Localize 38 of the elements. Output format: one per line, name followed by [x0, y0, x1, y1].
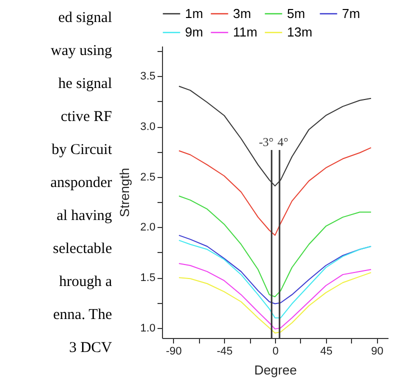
text: hrough a [58, 273, 112, 292]
text: al having [56, 207, 112, 226]
legend-label: 9m [185, 24, 204, 40]
y-axis-title: Strength [117, 168, 132, 218]
text: ansponder [49, 174, 112, 193]
x-tick-label: 45 [320, 346, 332, 358]
ref-line-label: 4° [278, 135, 289, 149]
text: 3 DCV [68, 339, 112, 358]
text: by Circuit [50, 141, 112, 160]
text: ctive RF [60, 108, 112, 127]
text: enna. The [52, 306, 112, 325]
line-series [178, 240, 372, 318]
line-series [178, 196, 372, 298]
line-series [178, 272, 372, 334]
x-tick-label: -45 [216, 346, 233, 358]
y-tick-label: 2.5 [140, 171, 156, 184]
legend-label: 1m [185, 6, 204, 21]
y-tick-label: 1.0 [140, 322, 156, 334]
y-tick-label: 2.0 [140, 222, 156, 234]
y-tick-label: 3.0 [140, 121, 156, 134]
line-series [178, 147, 372, 236]
legend-label: 11m [233, 24, 258, 40]
text: selectable [52, 240, 112, 259]
ref-line-label: -3° [258, 135, 274, 149]
line-series [178, 262, 372, 330]
y-tick-label: 3.5 [140, 70, 156, 83]
text: he signal [57, 75, 112, 94]
legend-label: 13m [287, 24, 312, 40]
y-tick-label: 1.5 [140, 272, 156, 284]
x-axis-title: Degree [254, 362, 297, 378]
legend-label: 7m [342, 6, 360, 21]
legend-label: 5m [287, 6, 306, 21]
x-tick-label: 90 [371, 346, 384, 358]
x-tick-label: -90 [166, 346, 182, 358]
text: ed signal [57, 9, 112, 28]
legend-label: 3m [233, 6, 252, 21]
text: way using [50, 42, 112, 61]
x-tick-label: 0 [272, 346, 279, 358]
